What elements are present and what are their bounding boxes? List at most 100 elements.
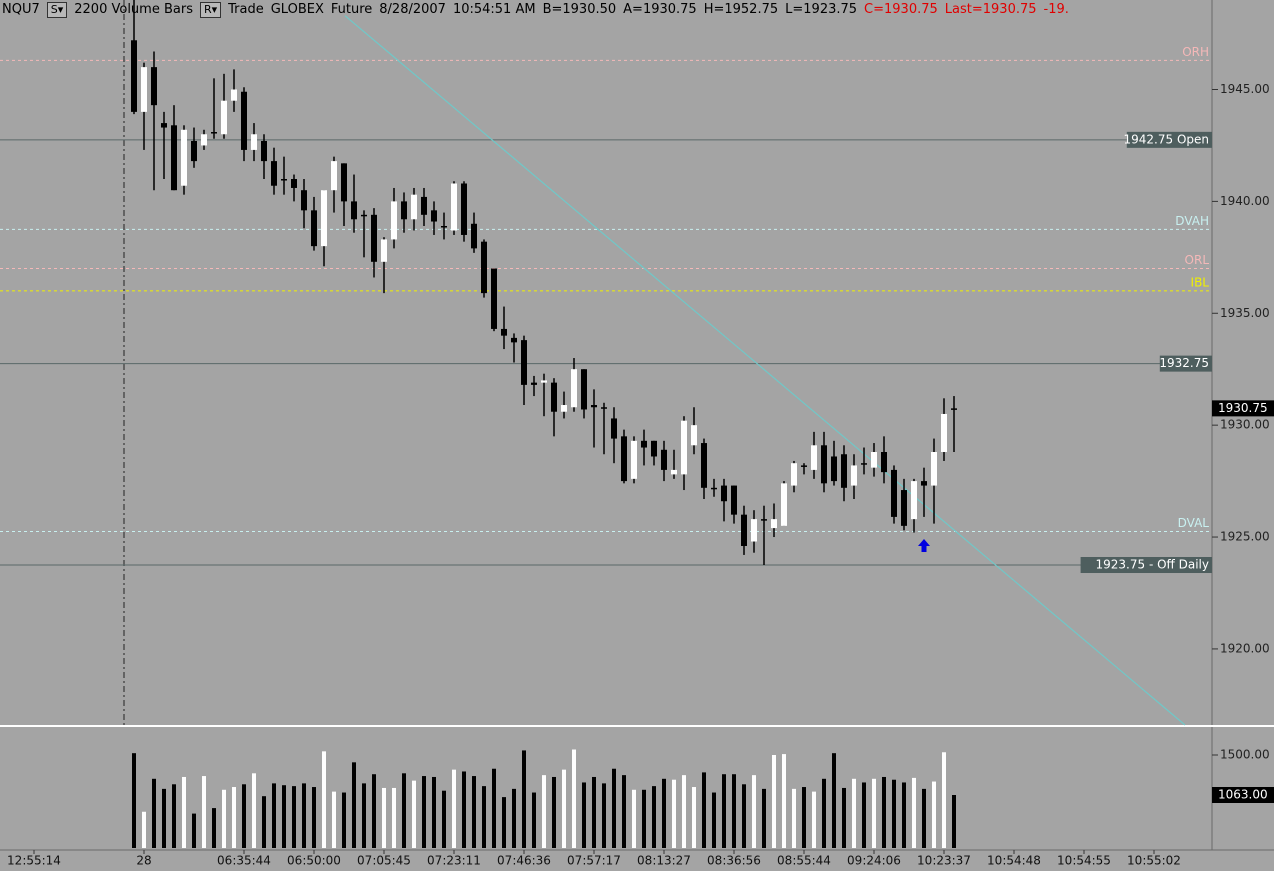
header-item: -19. (1043, 2, 1069, 17)
candle-body (831, 456, 837, 482)
volume-bar (702, 772, 706, 848)
volume-bar (852, 778, 856, 848)
candle-body (761, 519, 767, 521)
candle-body (431, 210, 437, 222)
candle-body (651, 440, 657, 457)
candle-body (531, 382, 537, 385)
volume-bar (692, 787, 696, 848)
candle-body (931, 452, 937, 486)
level-label: DVAH (1175, 214, 1209, 228)
volume-bar (452, 769, 456, 848)
candle-body (941, 413, 947, 453)
x-tick-label: 10:23:37 (917, 854, 971, 868)
candle-body (471, 223, 477, 249)
volume-bar (742, 784, 746, 848)
volume-bar (822, 778, 826, 848)
volume-bar (592, 776, 596, 848)
header-item: B=1930.50 (542, 2, 617, 17)
volume-bar (882, 776, 886, 848)
volume-bar (432, 776, 436, 848)
volume-bar (562, 769, 566, 848)
volume-bar (572, 749, 576, 848)
candle-body (521, 340, 527, 385)
candle-body (561, 405, 567, 412)
x-tick-label: 07:57:17 (567, 854, 621, 868)
volume-bar (682, 775, 686, 848)
x-tick-label: 06:50:00 (287, 854, 341, 868)
volume-bar (842, 787, 846, 848)
candle-body (751, 519, 757, 542)
x-tick-label: 08:55:44 (777, 854, 831, 868)
candle-body (481, 241, 487, 294)
volume-bar (862, 782, 866, 848)
volume-bar (652, 786, 656, 848)
level-label: 1942.75 Open (1124, 132, 1210, 146)
x-tick-label: 07:05:45 (357, 854, 411, 868)
candle-body (241, 91, 247, 150)
candle-body (741, 514, 747, 546)
header-item: C=1930.75 (864, 2, 938, 17)
signal-arrow (918, 538, 930, 552)
candle-body (501, 328, 507, 336)
candle-body (881, 452, 887, 473)
volume-bar (552, 776, 556, 848)
candle-body (171, 125, 177, 191)
volume-bar (462, 771, 466, 848)
volume-bar (902, 782, 906, 848)
volume-bar (412, 780, 416, 848)
header-button[interactable]: S▾ (46, 2, 68, 18)
volume-bar (252, 773, 256, 848)
candle-body (201, 134, 207, 146)
volume-bar (132, 753, 136, 848)
volume-bar (392, 787, 396, 848)
candle-body (821, 445, 827, 484)
candle-body (841, 454, 847, 488)
x-tick-label: 09:24:06 (847, 854, 901, 868)
header-item: 8/28/2007 (379, 2, 446, 17)
candle-body (391, 201, 397, 240)
volume-bar (662, 778, 666, 848)
volume-bar (212, 808, 216, 848)
candle-body (291, 179, 297, 188)
header-button[interactable]: R▾ (199, 2, 222, 18)
volume-bar (522, 750, 526, 848)
volume-bar (732, 774, 736, 848)
candle-body (161, 123, 167, 128)
volume-bar (512, 788, 516, 848)
header-item: H=1952.75 (703, 2, 779, 17)
header-item: NQU7 (2, 2, 40, 17)
candle-body (511, 337, 517, 343)
candle-body (701, 443, 707, 488)
candle-body (421, 196, 427, 215)
candle-body (351, 201, 357, 220)
y-tick-label: 1935.00 (1220, 306, 1270, 320)
volume-bar (782, 754, 786, 848)
candle-body (451, 183, 457, 231)
x-tick-label: 07:46:36 (497, 854, 551, 868)
last-volume-label: 1063.00 (1218, 788, 1268, 802)
volume-bar (482, 786, 486, 848)
volume-bar (672, 779, 676, 848)
candle-body (281, 179, 287, 181)
level-label: DVAL (1178, 516, 1210, 530)
candle-body (341, 163, 347, 202)
candle-body (681, 420, 687, 475)
volume-bar (322, 751, 326, 848)
trendline (344, 15, 1186, 726)
volume-bar (352, 762, 356, 848)
candle-body (621, 436, 627, 482)
volume-bar (312, 787, 316, 848)
candle-body (851, 465, 857, 486)
header-item: Future (330, 2, 373, 17)
candle-body (861, 463, 867, 465)
volume-bar (172, 784, 176, 848)
candle-body (381, 239, 387, 262)
volume-bar (792, 788, 796, 848)
candle-body (251, 134, 257, 150)
x-tick-label: 12:55:14 (7, 854, 61, 868)
candle-body (731, 485, 737, 515)
volume-bar (192, 813, 196, 848)
volume-bar (442, 790, 446, 848)
candle-body (781, 483, 787, 526)
x-tick-label: 06:35:44 (217, 854, 271, 868)
